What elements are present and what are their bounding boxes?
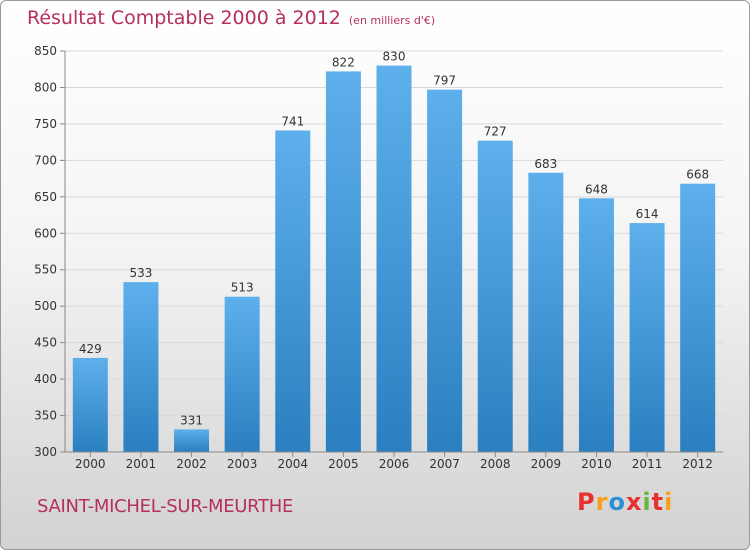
- x-tick-label: 2010: [581, 457, 612, 471]
- bar: [275, 130, 311, 453]
- logo-letter: r: [595, 488, 609, 516]
- x-tick-label: 2001: [126, 457, 157, 471]
- y-tick-label: 300: [34, 445, 57, 459]
- x-tick-label: 2012: [682, 457, 713, 471]
- y-tick-label: 750: [34, 117, 57, 131]
- y-axis: 300 350 400 450 500 550 600 650 700 750 800 850: [34, 44, 66, 459]
- data-label: 648: [585, 182, 608, 196]
- logo-letter: i: [642, 488, 652, 516]
- data-label: 614: [636, 207, 659, 221]
- logo-letter: o: [608, 488, 626, 516]
- y-tick-label: 650: [34, 190, 57, 204]
- bar: [174, 429, 210, 452]
- logo-letter: x: [625, 488, 643, 516]
- data-label: 513: [231, 281, 254, 295]
- bar: [123, 282, 159, 452]
- x-tick-label: 2009: [531, 457, 562, 471]
- proxiti-logo[interactable]: Proxiti: [577, 488, 673, 516]
- y-tick-label: 800: [34, 80, 57, 94]
- chart-title: Résultat Comptable 2000 à 2012 (en millie…: [27, 7, 435, 29]
- y-tick-label: 600: [34, 226, 57, 240]
- bar: [578, 198, 614, 452]
- commune-name: SAINT-MICHEL-SUR-MEURTHE: [37, 496, 294, 517]
- chart-title-unit: (en milliers d'€): [348, 14, 436, 27]
- y-tick-label: 400: [34, 372, 57, 386]
- x-tick-label: 2005: [328, 457, 359, 471]
- y-tick-label: 500: [34, 299, 57, 313]
- y-tick-label: 450: [34, 336, 57, 350]
- x-tick-label: 2003: [227, 457, 258, 471]
- x-tick-label: 2011: [632, 457, 663, 471]
- data-label: 533: [129, 266, 152, 280]
- bar: [528, 172, 564, 452]
- y-tick-label: 550: [34, 263, 57, 277]
- logo-letter: P: [577, 488, 596, 516]
- bar: [680, 183, 716, 452]
- bar: [477, 140, 513, 453]
- data-label: 683: [534, 157, 557, 171]
- data-label: 741: [281, 114, 304, 128]
- bar: [427, 89, 463, 452]
- x-tick-label: 2004: [277, 457, 308, 471]
- data-label: 830: [383, 50, 406, 64]
- bar: [224, 296, 260, 452]
- bar: [376, 65, 412, 452]
- data-label: 331: [180, 413, 203, 427]
- bar: [629, 223, 665, 452]
- data-label: 668: [686, 168, 709, 182]
- x-tick-label: 2008: [480, 457, 511, 471]
- data-label: 797: [433, 74, 456, 88]
- data-label: 429: [79, 342, 102, 356]
- bars: 429 533 331 513 741 822 830 797 727 683 648 614 668: [72, 50, 716, 453]
- bar: [325, 71, 361, 452]
- y-tick-label: 850: [34, 44, 57, 58]
- logo-letter: t: [651, 488, 665, 516]
- y-tick-label: 700: [34, 153, 57, 167]
- data-label: 822: [332, 55, 355, 69]
- y-tick-label: 350: [34, 409, 57, 423]
- x-tick-label: 2000: [75, 457, 106, 471]
- logo-letter: i: [664, 488, 674, 516]
- bar: [72, 357, 108, 452]
- x-tick-label: 2007: [429, 457, 460, 471]
- x-tick-label: 2006: [379, 457, 410, 471]
- data-label: 727: [484, 125, 507, 139]
- chart-title-main: Résultat Comptable 2000 à 2012: [27, 7, 341, 29]
- x-tick-label: 2002: [176, 457, 207, 471]
- x-axis: 2000 2001 2002 2003 2004 2005 2006 2007 2008 2009…: [65, 451, 723, 471]
